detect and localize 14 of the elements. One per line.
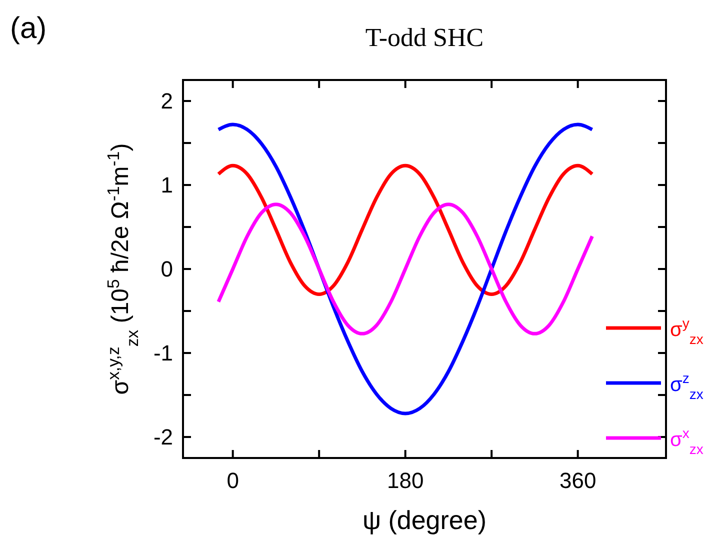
y-tick-label: 0 bbox=[160, 256, 173, 282]
y-tick-label: 1 bbox=[160, 172, 173, 198]
x-tick-label: 360 bbox=[559, 468, 596, 493]
text: (a) bbox=[10, 12, 47, 45]
line-series bbox=[216, 164, 594, 296]
y-tick-label: -2 bbox=[153, 424, 173, 450]
y-tick-label: 2 bbox=[160, 88, 173, 114]
x-tick-label: 180 bbox=[386, 468, 424, 493]
x-axis-title: ψ (degree) bbox=[362, 505, 487, 535]
line-series bbox=[216, 122, 594, 416]
line-series bbox=[216, 202, 594, 336]
chart-title: T-odd SHC bbox=[365, 23, 484, 52]
x-tick-label: 0 bbox=[226, 468, 239, 493]
y-tick-label: -1 bbox=[153, 340, 173, 366]
